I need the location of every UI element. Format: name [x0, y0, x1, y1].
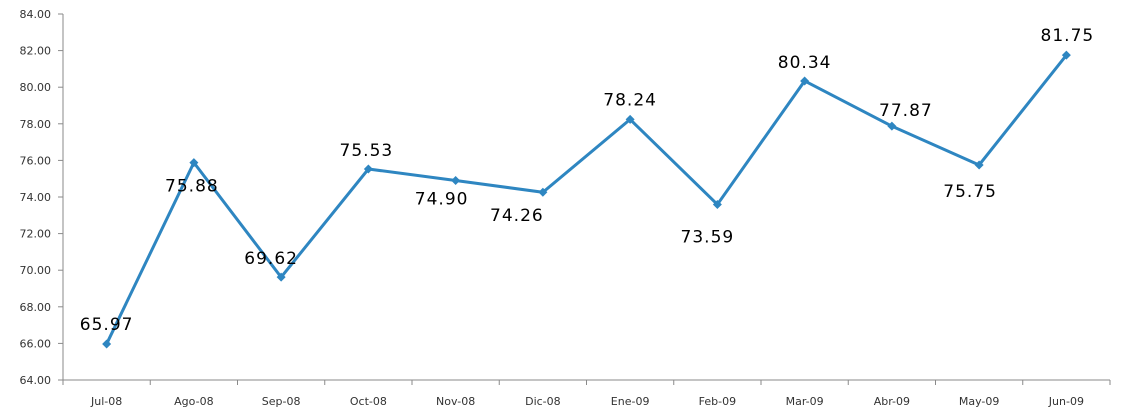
x-tick-label: Jul-08	[90, 395, 122, 408]
x-tick-label: Feb-09	[699, 395, 736, 408]
data-label: 65.97	[80, 315, 134, 335]
x-tick-label: Nov-08	[436, 395, 475, 408]
data-point-marker	[974, 160, 984, 170]
data-label: 75.88	[165, 177, 219, 197]
data-label: 80.34	[778, 53, 832, 73]
x-tick-label: Sep-08	[262, 395, 301, 408]
series-group	[102, 50, 1071, 349]
x-tick-label: Ene-09	[611, 395, 650, 408]
y-tick-label: 72.00	[20, 228, 52, 241]
y-axis: 64.00 66.00 68.00 70.00 72.00 74.00 76.00 78.00…	[20, 8, 64, 387]
data-label: 74.90	[415, 190, 469, 210]
data-point-marker	[276, 272, 286, 282]
x-tick-label: Dic-08	[525, 395, 561, 408]
data-label: 81.75	[1041, 26, 1095, 46]
data-labels: 65.97 75.88 69.62 75.53 74.90 74.26 78.24 73.59…	[80, 26, 1095, 335]
y-tick-label: 74.00	[20, 191, 52, 204]
data-point-marker	[538, 187, 548, 197]
x-tick-label: Abr-09	[874, 395, 910, 408]
data-label: 74.26	[490, 206, 544, 226]
data-point-marker	[887, 121, 897, 131]
x-tick-label: Oct-08	[350, 395, 387, 408]
data-label: 73.59	[681, 228, 735, 248]
x-axis: Jul-08 Ago-08 Sep-08 Oct-08 Nov-08 Dic-08 Ene-…	[62, 379, 1111, 408]
y-tick-label: 68.00	[20, 301, 52, 314]
data-point-marker	[451, 176, 461, 186]
y-tick-label: 66.00	[20, 337, 52, 350]
data-label: 75.53	[340, 141, 394, 161]
data-point-marker	[800, 76, 810, 86]
x-tick-label: May-09	[959, 395, 1000, 408]
data-label: 69.62	[244, 249, 298, 269]
data-point-marker	[189, 158, 199, 168]
data-label: 77.87	[879, 101, 933, 121]
y-tick-label: 64.00	[20, 374, 52, 387]
data-point-marker	[625, 114, 635, 124]
y-tick-label: 84.00	[20, 8, 52, 21]
data-point-marker	[363, 164, 373, 174]
data-label: 78.24	[603, 90, 657, 110]
data-point-marker	[712, 200, 722, 210]
data-point-marker	[1061, 50, 1071, 60]
x-tick-label: Mar-09	[786, 395, 824, 408]
y-tick-label: 80.00	[20, 81, 52, 94]
series-line	[105, 54, 1068, 345]
data-label: 75.75	[943, 182, 997, 202]
x-tick-label: Jun-09	[1048, 395, 1084, 408]
data-point-marker	[102, 339, 112, 349]
x-tick-label: Ago-08	[174, 395, 213, 408]
y-tick-label: 76.00	[20, 154, 52, 167]
y-tick-label: 70.00	[20, 264, 52, 277]
y-tick-label: 82.00	[20, 45, 52, 58]
y-tick-label: 78.00	[20, 118, 52, 131]
